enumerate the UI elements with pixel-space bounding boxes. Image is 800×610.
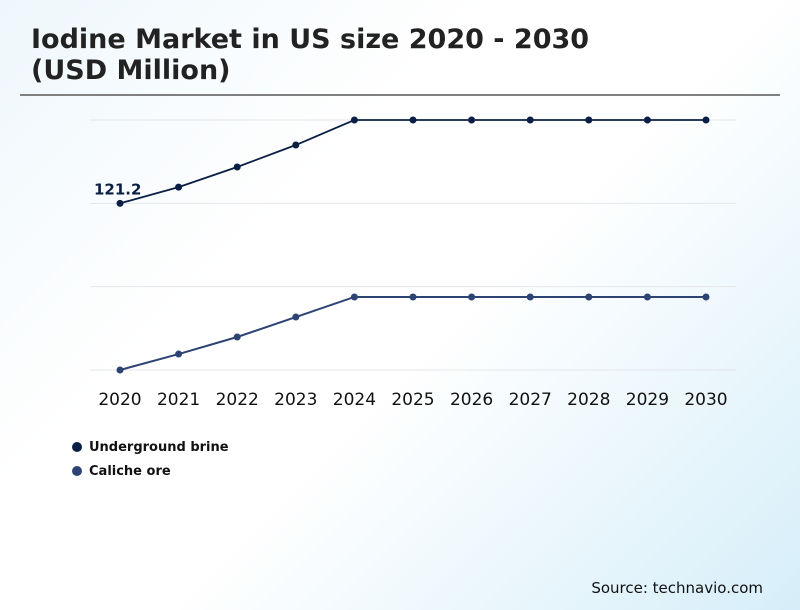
data-point: [702, 293, 710, 301]
title-divider: [20, 94, 780, 96]
x-tick-label: 2028: [567, 390, 610, 410]
data-label: 121.2: [94, 180, 141, 198]
data-point: [526, 293, 534, 301]
data-point: [233, 333, 241, 341]
data-point: [585, 293, 593, 301]
x-tick-label: 2026: [450, 390, 493, 410]
data-point: [175, 350, 183, 358]
data-point: [702, 116, 710, 124]
data-point: [175, 183, 183, 191]
data-point: [350, 293, 358, 301]
line-chart: 2020 2021 2022 2023 2024 2025 2026 2027 2028 2029…: [90, 116, 736, 410]
data-point: [643, 293, 651, 301]
data-point: [468, 293, 476, 301]
data-point: [409, 116, 417, 124]
data-point: [350, 116, 358, 124]
legend-label: Underground brine: [89, 439, 229, 455]
legend-marker-icon: [72, 466, 82, 476]
legend-item-underground-brine: Underground brine: [72, 435, 229, 459]
legend: Underground brine Caliche ore: [72, 435, 229, 483]
data-point: [233, 163, 241, 171]
x-tick-label: 2025: [391, 390, 434, 410]
data-point: [643, 116, 651, 124]
data-point: [585, 116, 593, 124]
legend-marker-icon: [72, 442, 82, 452]
x-tick-label: 2021: [157, 390, 200, 410]
data-point: [468, 116, 476, 124]
chart-title: Iodine Market in US size 2020 - 2030 (US…: [31, 24, 589, 86]
x-tick-label: 2023: [274, 390, 317, 410]
title-line-1: Iodine Market in US size 2020 - 2030: [31, 24, 590, 55]
x-tick-label: 2024: [333, 390, 376, 410]
x-tick-label: 2030: [684, 390, 727, 410]
data-point: [116, 199, 124, 207]
data-point: [292, 141, 300, 149]
data-point: [526, 116, 534, 124]
legend-item-caliche-ore: Caliche ore: [72, 459, 229, 483]
title-line-2: (USD Million): [31, 55, 231, 86]
series-line: [119, 119, 706, 205]
legend-label: Caliche ore: [89, 463, 171, 479]
x-tick-label: 2020: [98, 390, 141, 410]
x-tick-label: 2022: [216, 390, 259, 410]
data-point: [116, 366, 124, 374]
x-tick-label: 2027: [509, 390, 552, 410]
data-point: [409, 293, 417, 301]
x-tick-label: 2029: [626, 390, 669, 410]
data-point: [292, 313, 300, 321]
series-line: [119, 295, 706, 371]
source-credit: Source: technavio.com: [591, 579, 763, 597]
